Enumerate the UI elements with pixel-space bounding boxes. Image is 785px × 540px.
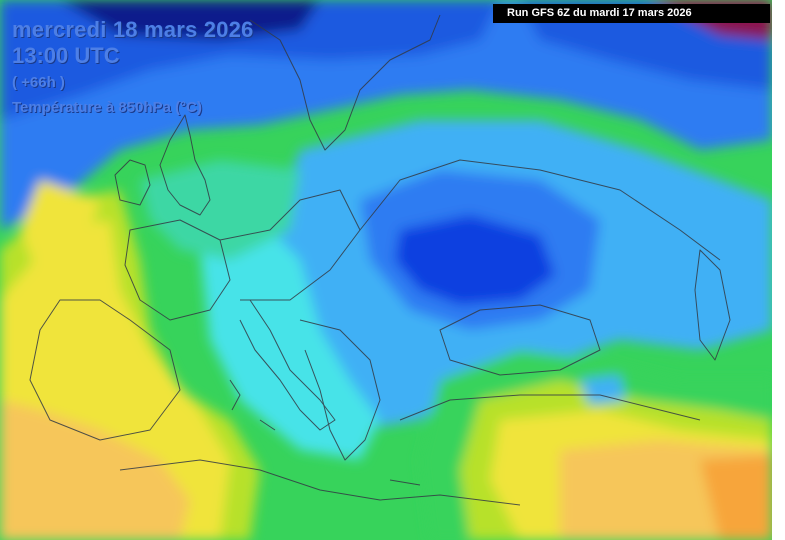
scandinavia-outline <box>249 14 441 151</box>
black-sea-outline <box>439 304 601 376</box>
britain-outline <box>159 114 211 216</box>
mediterranean-islands <box>229 379 421 486</box>
yellow-west-coast <box>20 180 100 280</box>
forecast-date: mercredi 18 mars 2026 <box>12 17 254 42</box>
country-borders <box>29 14 731 506</box>
deep-orange-east <box>700 455 772 540</box>
east-cyan-patch <box>580 375 625 405</box>
france-outline <box>124 219 231 321</box>
forecast-step: ( +66h ) <box>12 74 65 91</box>
forecast-time: 13:00 UTC <box>12 43 120 68</box>
run-info-banner: Run GFS 6Z du mardi 17 mars 2026 <box>493 4 770 23</box>
field-label: Température à 850hPa (°C) <box>12 99 202 116</box>
ireland-outline <box>114 159 151 206</box>
iberia-outline <box>29 299 181 441</box>
very-cold-core <box>395 215 555 305</box>
balkans-outline <box>299 319 381 461</box>
eastern-borders <box>359 159 721 261</box>
orange-iberia <box>0 400 190 540</box>
dark-blue-top <box>60 0 320 40</box>
caspian-outline <box>694 249 731 361</box>
north-africa-coast <box>119 459 521 506</box>
turkey-coast <box>399 394 701 421</box>
central-borders <box>219 189 361 301</box>
italy-outline <box>239 299 336 431</box>
right-margin <box>772 0 785 540</box>
cyan-field <box>200 220 380 460</box>
teal-west <box>140 160 300 260</box>
